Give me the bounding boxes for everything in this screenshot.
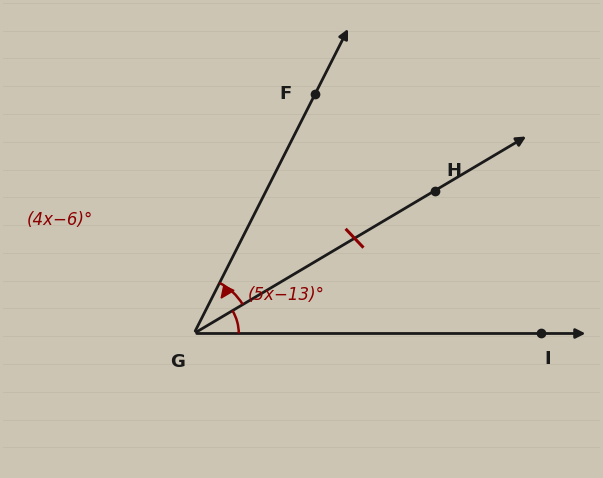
Polygon shape — [221, 285, 234, 298]
Text: G: G — [170, 353, 185, 370]
Text: H: H — [447, 163, 462, 181]
Text: F: F — [279, 85, 291, 103]
Text: I: I — [544, 350, 551, 368]
Text: (5x−13)°: (5x−13)° — [248, 286, 325, 304]
Text: (4x−6)°: (4x−6)° — [27, 211, 93, 229]
